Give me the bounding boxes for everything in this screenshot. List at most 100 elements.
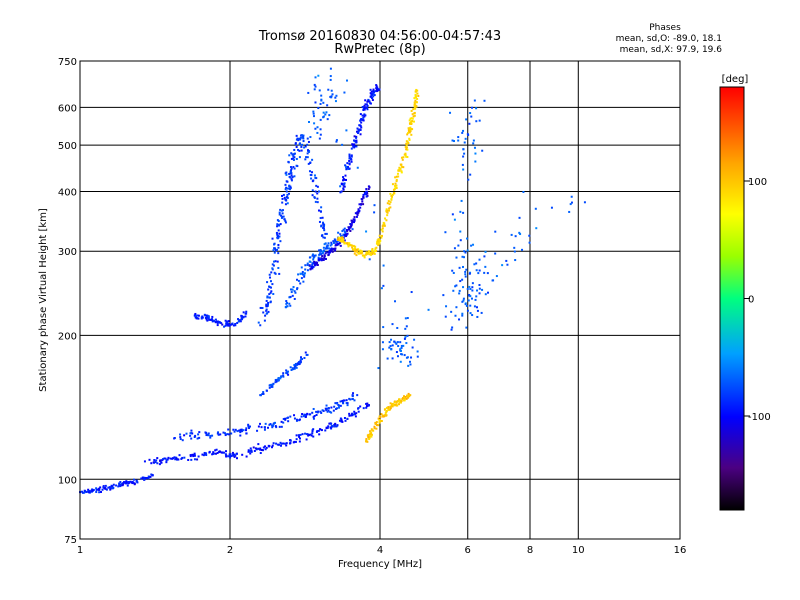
data-point <box>269 423 272 426</box>
data-point <box>354 415 357 418</box>
data-point <box>386 202 389 205</box>
data-point <box>119 485 122 488</box>
data-point <box>196 437 199 440</box>
data-point <box>179 436 182 439</box>
data-point <box>316 263 319 266</box>
data-point <box>125 481 128 484</box>
data-point <box>357 128 360 131</box>
data-point <box>374 249 377 252</box>
data-point <box>406 334 409 337</box>
data-point <box>381 341 384 344</box>
data-point <box>340 418 343 421</box>
data-point <box>340 239 343 242</box>
data-point <box>316 197 319 200</box>
data-point <box>297 279 300 282</box>
data-point <box>408 119 411 122</box>
data-point <box>343 227 346 230</box>
data-point <box>349 398 352 401</box>
data-point <box>384 412 387 415</box>
data-point <box>262 446 265 449</box>
data-point <box>355 254 358 257</box>
data-point <box>353 139 356 142</box>
data-point <box>127 482 130 485</box>
data-point <box>478 284 481 287</box>
data-point <box>241 430 244 433</box>
data-point <box>381 414 384 417</box>
data-point <box>285 369 288 372</box>
data-point <box>153 459 156 462</box>
data-point <box>416 97 419 100</box>
colorbar-tick-label: -100 <box>748 412 771 423</box>
data-point <box>285 371 288 374</box>
data-point <box>204 314 207 317</box>
data-points <box>79 67 586 494</box>
data-point <box>355 141 358 144</box>
data-point <box>403 337 406 340</box>
data-point <box>289 442 292 445</box>
data-point <box>306 152 309 155</box>
data-point <box>372 429 375 432</box>
data-point <box>271 283 274 286</box>
data-point <box>297 139 300 142</box>
data-point <box>356 251 359 254</box>
data-point <box>241 453 244 456</box>
data-point <box>308 413 311 416</box>
data-point <box>152 461 155 464</box>
data-point <box>522 190 525 193</box>
data-point <box>406 148 409 151</box>
data-point <box>303 272 306 275</box>
data-point <box>276 248 279 251</box>
data-point <box>268 423 271 426</box>
data-point <box>304 264 307 267</box>
data-point <box>357 248 360 251</box>
data-point <box>331 250 334 253</box>
data-point <box>375 85 378 88</box>
data-point <box>238 429 241 432</box>
data-point <box>206 314 209 317</box>
data-point <box>377 424 380 427</box>
data-point <box>405 155 408 158</box>
data-point <box>227 324 230 327</box>
data-point <box>375 427 378 430</box>
data-point <box>266 312 269 315</box>
data-point <box>297 148 300 151</box>
x-tick-label: 8 <box>527 545 533 556</box>
data-point <box>270 286 273 289</box>
data-point <box>308 256 311 259</box>
data-point <box>334 96 337 99</box>
data-point <box>263 426 266 429</box>
data-point <box>293 290 296 293</box>
data-point <box>216 320 219 323</box>
data-point <box>312 256 315 259</box>
data-point <box>404 146 407 149</box>
data-point <box>147 477 150 480</box>
data-point <box>256 429 259 432</box>
data-point <box>409 130 412 133</box>
data-point <box>322 409 325 412</box>
data-point <box>290 174 293 177</box>
data-point <box>340 182 343 185</box>
data-point <box>365 188 368 191</box>
data-point <box>370 253 373 256</box>
data-point <box>282 442 285 445</box>
data-point <box>249 447 252 450</box>
data-point <box>413 104 416 107</box>
data-point <box>570 195 573 198</box>
data-point <box>282 193 285 196</box>
data-point <box>388 209 391 212</box>
data-point <box>327 409 330 412</box>
data-point <box>312 417 315 420</box>
data-point <box>314 254 317 257</box>
data-point <box>415 101 418 104</box>
data-point <box>326 410 329 413</box>
data-point <box>194 312 197 315</box>
data-point <box>535 227 538 230</box>
data-point <box>307 434 310 437</box>
data-point <box>370 92 373 95</box>
data-point <box>356 166 359 169</box>
data-point <box>263 319 266 322</box>
data-point <box>252 446 255 449</box>
data-point <box>339 244 342 247</box>
data-point <box>411 117 414 120</box>
data-point <box>276 233 279 236</box>
